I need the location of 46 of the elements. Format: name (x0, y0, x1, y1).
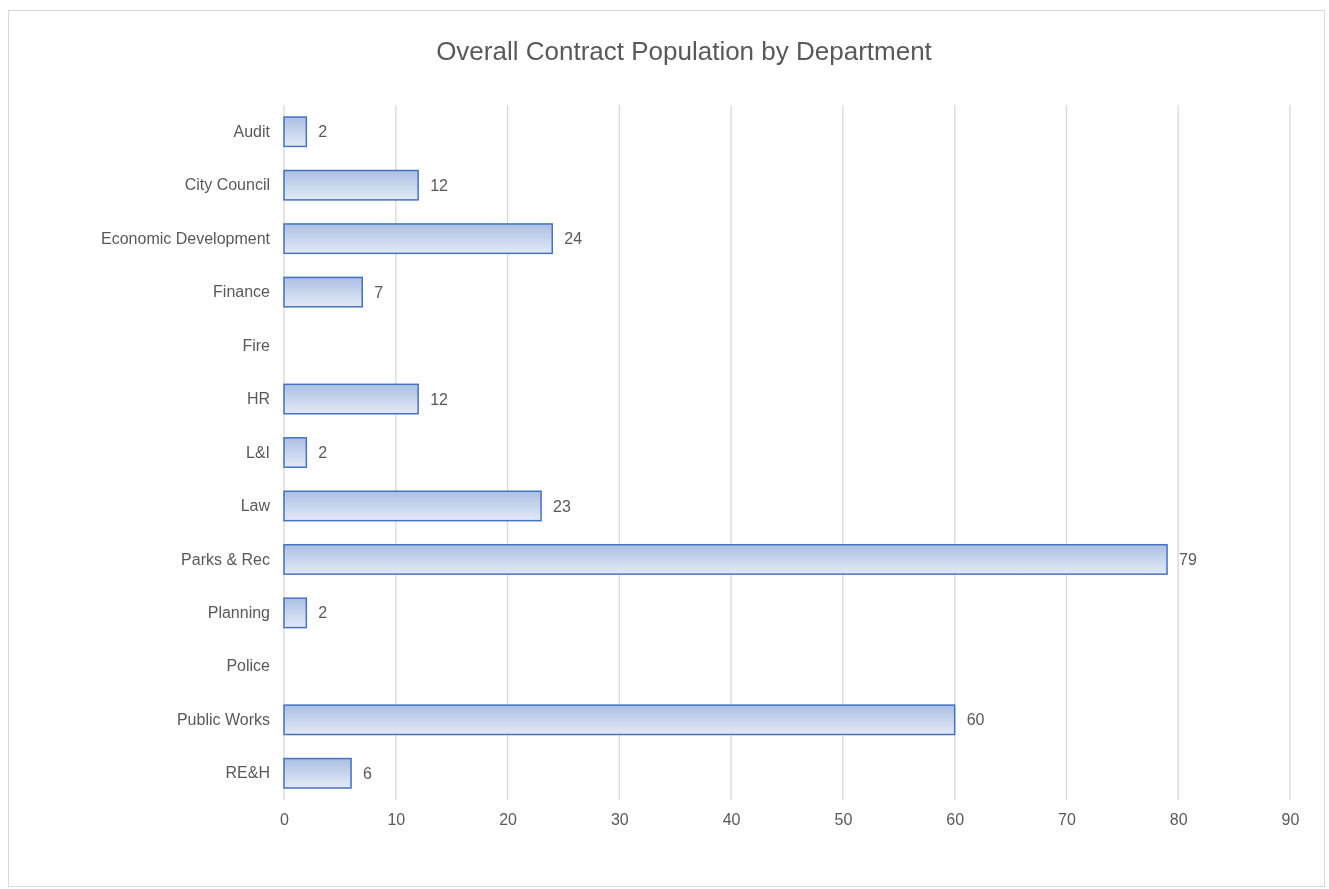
y-tick-label: Audit (233, 122, 271, 140)
data-label: 6 (363, 764, 373, 782)
data-label: 2 (318, 604, 328, 622)
data-label: 2 (318, 123, 328, 141)
data-label: 12 (430, 390, 449, 408)
bar (283, 490, 542, 522)
data-label: 23 (553, 497, 571, 515)
x-tick-label: 30 (610, 811, 629, 829)
data-label: 79 (1179, 551, 1197, 569)
bar (283, 543, 1168, 575)
bar (283, 437, 308, 468)
bar (283, 757, 352, 789)
y-tick-label: Economic Development (101, 229, 271, 247)
x-tick-label: 90 (1281, 811, 1300, 829)
y-tick-label: Finance (213, 283, 271, 301)
chart-title: Overall Contract Population by Department (436, 36, 933, 66)
bar (283, 704, 956, 736)
data-label: 60 (966, 711, 985, 729)
y-tick-label: City Council (184, 176, 270, 194)
bar (283, 223, 554, 255)
y-tick-label: Law (240, 497, 271, 515)
x-tick-label: 60 (946, 811, 965, 829)
bar (283, 169, 419, 201)
bar (283, 276, 363, 308)
y-tick-label: Planning (207, 604, 270, 621)
data-label: 24 (564, 230, 583, 248)
bar (283, 597, 308, 629)
x-tick-label: 40 (722, 811, 741, 829)
y-tick-label: Public Works (176, 710, 270, 728)
y-tick-label: RE&H (225, 764, 270, 782)
data-label: 2 (318, 444, 328, 462)
data-label: 12 (430, 176, 449, 194)
x-tick-label: 80 (1169, 811, 1188, 829)
x-tick-label: 70 (1058, 811, 1076, 829)
y-tick-label: Police (226, 657, 271, 675)
x-tick-label: 10 (387, 811, 406, 829)
y-tick-label: Parks & Rec (181, 550, 270, 568)
bar (283, 383, 419, 415)
x-tick-label: 50 (834, 811, 853, 829)
x-tick-label: 0 (280, 811, 290, 829)
x-tick-label: 20 (499, 811, 518, 829)
y-tick-label: Fire (242, 336, 271, 354)
y-tick-label: L&I (245, 443, 270, 461)
y-tick-label: HR (246, 390, 270, 408)
data-label: 7 (374, 283, 384, 301)
bar (283, 116, 308, 148)
